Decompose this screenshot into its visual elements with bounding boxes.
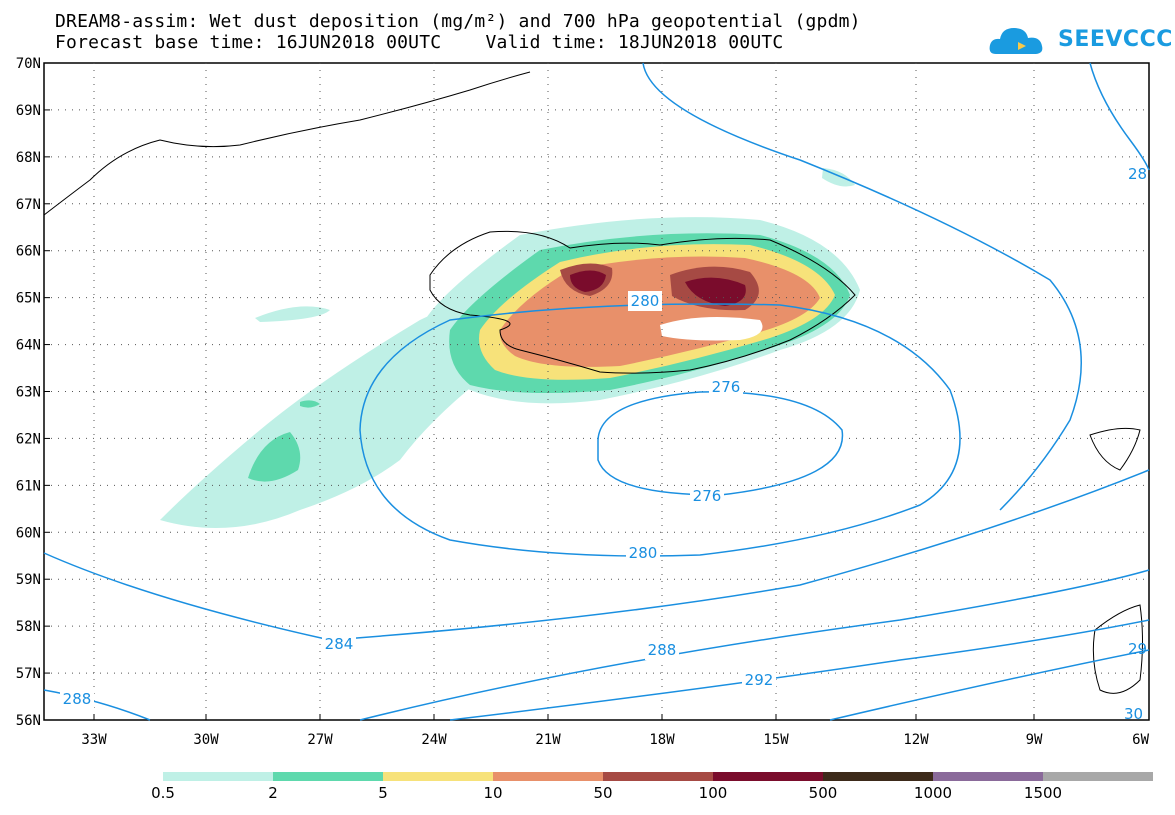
coastlines: [43, 71, 1143, 694]
colorbar-swatch: [493, 772, 603, 781]
colorbar-label: 100: [698, 784, 728, 802]
colorbar-label: 500: [808, 784, 838, 802]
longitude-labels: 33W 30W 27W 24W 21W 18W 15W 12W 9W 6W: [81, 732, 1149, 748]
latitude-label: 67N: [16, 197, 41, 213]
latitude-label: 63N: [16, 385, 41, 401]
contour-label: 288: [648, 641, 677, 659]
longitude-label: 15W: [763, 732, 789, 748]
contour-labels: 280 276 276 280 284 288 292 288 28 29 30: [60, 165, 1147, 723]
contour-label: 30: [1124, 705, 1143, 723]
dust-field: [160, 168, 860, 528]
colorbar-label: 50: [593, 784, 613, 802]
colorbar-swatch: [273, 772, 383, 781]
longitude-label: 18W: [649, 732, 675, 748]
contour-label: 276: [712, 378, 741, 396]
cloud-icon: [989, 28, 1043, 54]
latitude-label: 66N: [16, 244, 41, 260]
map-title-line1: DREAM8-assim: Wet dust deposition (mg/m²…: [55, 11, 861, 32]
latitude-label: 60N: [16, 525, 41, 541]
colorbar-label: 10: [483, 784, 503, 802]
contour-label: 28: [1128, 165, 1147, 183]
latitude-label: 56N: [16, 713, 41, 729]
colorbar-label: 2: [268, 784, 278, 802]
longitude-label: 33W: [81, 732, 107, 748]
colorbar-swatch: [823, 772, 933, 781]
latitude-label: 57N: [16, 666, 41, 682]
colorbar-swatch: [933, 772, 1043, 781]
contour-label: 29: [1128, 640, 1147, 658]
colorbar-label: 1000: [913, 784, 953, 802]
colorbar: [163, 772, 1153, 781]
latitude-label: 64N: [16, 338, 41, 354]
graticule: [44, 62, 1150, 721]
colorbar-swatch: [383, 772, 493, 781]
longitude-label: 6W: [1132, 732, 1149, 748]
colorbar-swatch: [603, 772, 713, 781]
latitude-label: 58N: [16, 619, 41, 635]
colorbar-swatch: [713, 772, 823, 781]
longitude-label: 9W: [1026, 732, 1043, 748]
contour-label: 288: [63, 690, 92, 708]
longitude-label: 30W: [193, 732, 219, 748]
colorbar-swatch: [163, 772, 273, 781]
latitude-label: 61N: [16, 478, 41, 494]
contour-label: 292: [745, 671, 774, 689]
logo-text: SEEVCCC: [1058, 27, 1173, 52]
contour-label: 280: [631, 292, 660, 310]
longitude-label: 24W: [421, 732, 447, 748]
longitude-label: 12W: [903, 732, 929, 748]
geopotential-contours: [43, 62, 1150, 721]
latitude-label: 70N: [16, 56, 41, 72]
map-title-line2: Forecast base time: 16JUN2018 00UTC Vali…: [55, 32, 784, 53]
colorbar-label: 5: [378, 784, 388, 802]
colorbar-label: 0.5: [151, 784, 175, 802]
contour-label: 284: [325, 635, 354, 653]
longitude-label: 27W: [307, 732, 333, 748]
latitude-label: 68N: [16, 150, 41, 166]
latitude-labels: 70N 69N 68N 67N 66N 65N 64N 63N 62N 61N 60N 59N 58N 5…: [16, 56, 41, 729]
latitude-label: 69N: [16, 103, 41, 119]
latitude-label: 62N: [16, 431, 41, 447]
longitude-label: 21W: [535, 732, 561, 748]
contour-label: 276: [693, 487, 722, 505]
colorbar-label: 1500: [1023, 784, 1063, 802]
latitude-label: 65N: [16, 291, 41, 307]
colorbar-swatch: [1043, 772, 1153, 781]
contour-label: 280: [629, 544, 658, 562]
latitude-label: 59N: [16, 572, 41, 588]
